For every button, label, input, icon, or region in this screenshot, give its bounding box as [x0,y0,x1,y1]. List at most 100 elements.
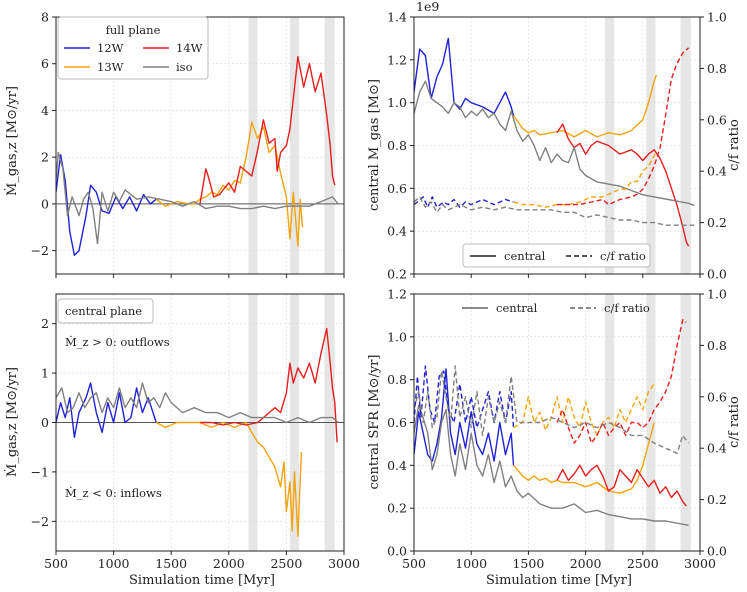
x-tick-label: 2500 [627,556,659,571]
offset-text: 1e9 [416,0,439,14]
y-tick-label: −2 [31,243,49,258]
series-line-iso [56,151,339,245]
series-line-13w-central [512,422,655,494]
series-line-12w [56,382,157,438]
panel-bottom-right-central-sfr: 500 1000 1500 2000 2500 30000.00.20.40.60.81.… [387,287,727,572]
y-tick-label: 1 [41,366,49,381]
series-line-14w-c-f-ratio [556,319,687,444]
annotation-outflows: Ṁ_z > 0: outflows [65,335,170,349]
y-tick-label: 0 [41,415,49,430]
axes-frame [413,16,701,275]
series-line-12w-central [414,368,515,466]
ylabel-bottom-right: central SFR [M⊙/yr] [367,355,382,490]
series-line-12w-central [414,37,515,116]
y2-tick-label: 0.2 [707,215,727,230]
series-line-13w-central [512,74,658,138]
y-tick-label: −1 [31,464,49,479]
xlabel-bottom-right: Simulation time [Myr] [486,573,632,588]
y-tick-label: 0.2 [387,501,407,516]
x-tick-label: 2000 [570,556,602,571]
y2-tick-label: 0.8 [707,338,727,353]
series-line-iso-central [414,404,689,526]
y-tick-label: 6 [41,56,49,71]
series-line-14w-central [556,464,687,507]
y2-tick-label: 0.8 [707,61,727,76]
y-tick-label: 0.0 [387,544,407,559]
legend-title: full plane [106,23,161,37]
panel-top-right-central-gas-mass: 0.2 0.4 0.6 0.8 1.0 1.2 1.4 0.0 0.2 0.4 0.6 0.8 1.0 [387,10,727,282]
shaded-band-2 [289,17,300,274]
y2-tick-label: 0.4 [707,441,727,456]
y2-tick-label: 0.0 [707,267,727,282]
legend-label-central-2: central [496,301,538,315]
y2-tick-label: 0.0 [707,544,727,559]
ylabel-top-left: Ṁ_gas,z [M⊙/yr] [3,86,20,196]
series-line-iso [56,382,339,424]
legend-top-right: central c/f ratio [462,243,651,268]
legend-label-iso: iso [176,60,193,74]
series-line-13w [155,421,303,537]
panel-top-left-full-plane-flow: −2 0 2 4 6 8 [31,10,345,278]
x-tick-label: 3000 [328,556,360,571]
x-tick-label: 3000 [684,556,716,571]
series-line-13w-c-f-ratio [513,383,655,437]
series-line-13w-c-f-ratio [513,150,658,208]
legend-label-12w: 12W [97,41,124,55]
ylabel-bottom-left: Ṁ_gas,z [M⊙/yr] [3,367,20,477]
y-tick-label: 1.4 [387,10,407,25]
ylabel-top-right: central M_gas [M⊙] [367,79,382,211]
legend-label-13w: 13W [97,60,124,74]
legend-bottom-right: central c/f ratio [462,301,650,315]
shaded-band-3 [680,17,691,274]
y-tick-label: 1.0 [387,95,407,110]
legend-label-central: central [504,249,546,263]
y-tick-label: 0.6 [387,415,407,430]
y2-tick-label: 0.2 [707,492,727,507]
x-tick-label: 2500 [270,556,302,571]
ylabel-right-bottom: c/f ratio [727,396,742,448]
y-tick-label: −2 [31,514,49,529]
x-tick-label: 1000 [455,556,487,571]
y-tick-label: 2 [41,150,49,165]
xlabel-bottom-left: Simulation time [Myr] [129,573,275,588]
y-tick-label: 0.2 [387,267,407,282]
x-tick-label: 500 [44,556,68,571]
y-tick-label: 2 [41,316,49,331]
y2-tick-label: 0.4 [707,164,727,179]
y-tick-label: 0.4 [387,458,407,473]
ylabel-right-top: c/f ratio [727,119,742,171]
y2-tick-label: 0.6 [707,389,727,404]
y-tick-label: 1.2 [387,52,407,67]
y-tick-label: 1.0 [387,329,407,344]
legend-label-cf-ratio: c/f ratio [600,249,646,263]
panel-bottom-left-central-plane-flow: 500 1000 1500 2000 2500 3000 −2 −1 0 1 2 [31,293,360,571]
y2-tick-label: 0.6 [707,112,727,127]
annotation-inflows: Ṁ_z < 0: inflows [65,486,162,500]
legend-central-plane: central plane [57,298,154,324]
y-tick-label: 1.2 [387,287,407,302]
series-line-iso-c-f-ratio [414,365,690,454]
series-line-14w-central [556,123,690,247]
y-tick-label: 0 [41,196,49,211]
series-line-13w [155,121,304,247]
x-tick-label: 1000 [98,556,130,571]
y2-tick-label: 1.0 [707,287,727,302]
central-plane-label: central plane [65,304,142,318]
legend-full-plane: full plane 12W 14W 13W iso [57,16,209,80]
legend-label-cf-ratio-2: c/f ratio [604,301,650,315]
shaded-band-1 [248,17,258,274]
y-tick-label: 0.6 [387,181,407,196]
x-tick-label: 1500 [512,556,544,571]
y2-tick-label: 1.0 [707,10,727,25]
series-line-12w [56,154,157,257]
legend-label-14w: 14W [176,41,203,55]
series-line-iso-c-f-ratio [414,196,695,226]
y-tick-label: 8 [41,10,49,25]
y-tick-label: 0.4 [387,224,407,239]
series-line-iso-central [414,80,695,207]
series-line-12w-c-f-ratio [414,196,514,208]
series-line-14w [200,327,338,443]
series-line-14w-c-f-ratio [557,47,690,206]
shaded-band-3 [680,294,691,551]
